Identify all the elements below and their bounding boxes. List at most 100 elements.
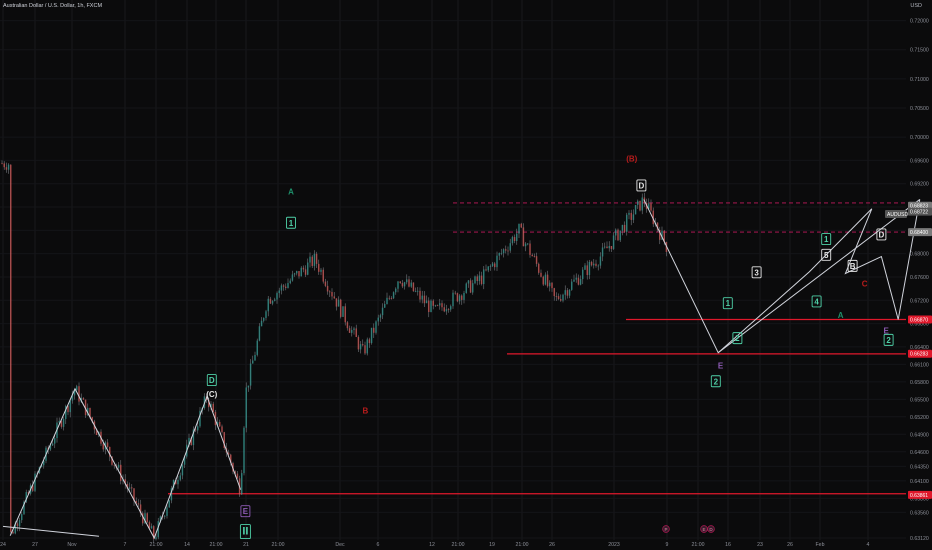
candle-body: [227, 452, 230, 455]
price-tick-label: 0.66400: [910, 345, 929, 351]
candle-body: [263, 317, 265, 321]
candle-body: [540, 272, 542, 277]
candle-body: [610, 246, 613, 249]
candle-body: [159, 516, 162, 522]
price-axis[interactable]: 0.72000 0.71500 0.71000 0.70500 0.70000 0.696…: [885, 19, 932, 542]
candle-body: [412, 282, 415, 292]
candle-body: [573, 279, 575, 282]
wave-label-text: 3: [754, 268, 759, 277]
price-tick-label: 0.65500: [910, 397, 929, 403]
candle-body: [568, 289, 571, 296]
candle-body: [663, 230, 665, 242]
price-tick-label: 0.70000: [910, 135, 929, 141]
candle-body: [258, 326, 261, 341]
candle-body: [197, 426, 199, 431]
time-tick-label: 16: [725, 542, 731, 548]
wave-label-box: [636, 179, 647, 192]
wave-label: 1: [286, 216, 296, 229]
candle-body: [95, 429, 98, 436]
candle-body: [194, 429, 197, 431]
candle-body: [135, 500, 137, 504]
candle-body: [230, 454, 232, 464]
candle-body: [131, 487, 133, 489]
candle-body: [425, 300, 428, 304]
price-badge: [908, 490, 932, 499]
price-badge-label: 0.66283: [910, 352, 928, 358]
time-axis[interactable]: 24 27 Nov 7 21:00 14 21:00 21 21:00 Dec 6 12 21:00 19…: [0, 542, 869, 548]
candle-body: [637, 200, 639, 206]
candle-body: [428, 300, 430, 313]
wave-label: E: [718, 362, 724, 371]
candle-body: [478, 275, 481, 282]
candle-body: [82, 398, 85, 400]
candle-body: [1, 163, 3, 165]
candle-body: [280, 285, 283, 291]
wave-label: 1: [722, 297, 733, 310]
candle-body: [366, 339, 368, 354]
price-tick-label: 0.63560: [910, 510, 929, 516]
event-marker-label: E: [702, 527, 705, 532]
candle-body: [164, 515, 166, 517]
wave-label: 1: [821, 233, 832, 246]
time-tick-label: 9: [666, 542, 669, 548]
wave-label-text: 4: [814, 297, 819, 306]
wave-label-box: [206, 374, 217, 387]
candle-body: [509, 243, 511, 251]
time-tick-label: 26: [549, 542, 555, 548]
price-tick-label: 0.71500: [910, 48, 929, 54]
price-tick-label: 0.70500: [910, 106, 929, 112]
candle-body: [406, 279, 408, 283]
time-tick-label: 21:00: [150, 542, 163, 548]
candle-body: [106, 442, 109, 447]
candle-body: [469, 280, 472, 293]
price-badge-label: 0.66870: [910, 317, 928, 323]
candle-body: [632, 214, 635, 220]
candle-body: [291, 274, 294, 281]
candle-body: [210, 403, 212, 408]
candle-body: [639, 200, 641, 211]
candle-body: [27, 492, 30, 494]
candle-body: [496, 255, 498, 268]
wave-label: B: [847, 259, 858, 272]
price-tick-label: 0.66100: [910, 362, 929, 368]
candle-body: [443, 307, 445, 312]
candle-body: [144, 513, 146, 524]
candle-body: [137, 503, 140, 505]
candle-body: [241, 473, 243, 495]
candle-body: [560, 299, 562, 301]
candle-body: [69, 400, 71, 413]
candle-body: [549, 282, 551, 287]
wave-label-box: [883, 333, 894, 346]
candle-body: [58, 420, 60, 423]
candle-body: [392, 292, 395, 299]
candle-body: [452, 292, 454, 307]
wave-path: [9, 387, 242, 540]
candle-body: [179, 475, 181, 480]
candle-body: [146, 513, 148, 523]
candle-body: [322, 269, 324, 282]
candle-body: [260, 320, 263, 327]
price-tick-label: 0.64900: [910, 432, 929, 438]
candle-body: [615, 229, 617, 236]
candle-body: [364, 345, 366, 354]
wave-label: II: [239, 524, 251, 540]
candle-body: [16, 523, 19, 527]
candle-body: [49, 445, 52, 450]
candle-body: [588, 261, 591, 276]
candle-body: [564, 290, 566, 295]
candle-body: [533, 256, 536, 257]
candle-body: [650, 203, 652, 211]
candle-body: [265, 311, 267, 318]
candle-body: [234, 471, 236, 474]
candle-body: [76, 386, 78, 391]
candle-body: [395, 288, 397, 293]
candle-body: [324, 281, 327, 286]
candle-body: [113, 464, 115, 466]
wave-label-box: [821, 248, 832, 261]
candle-body: [120, 464, 122, 481]
candle-body: [463, 292, 465, 300]
event-marker-label: P: [664, 527, 667, 532]
candle-body: [489, 266, 492, 267]
